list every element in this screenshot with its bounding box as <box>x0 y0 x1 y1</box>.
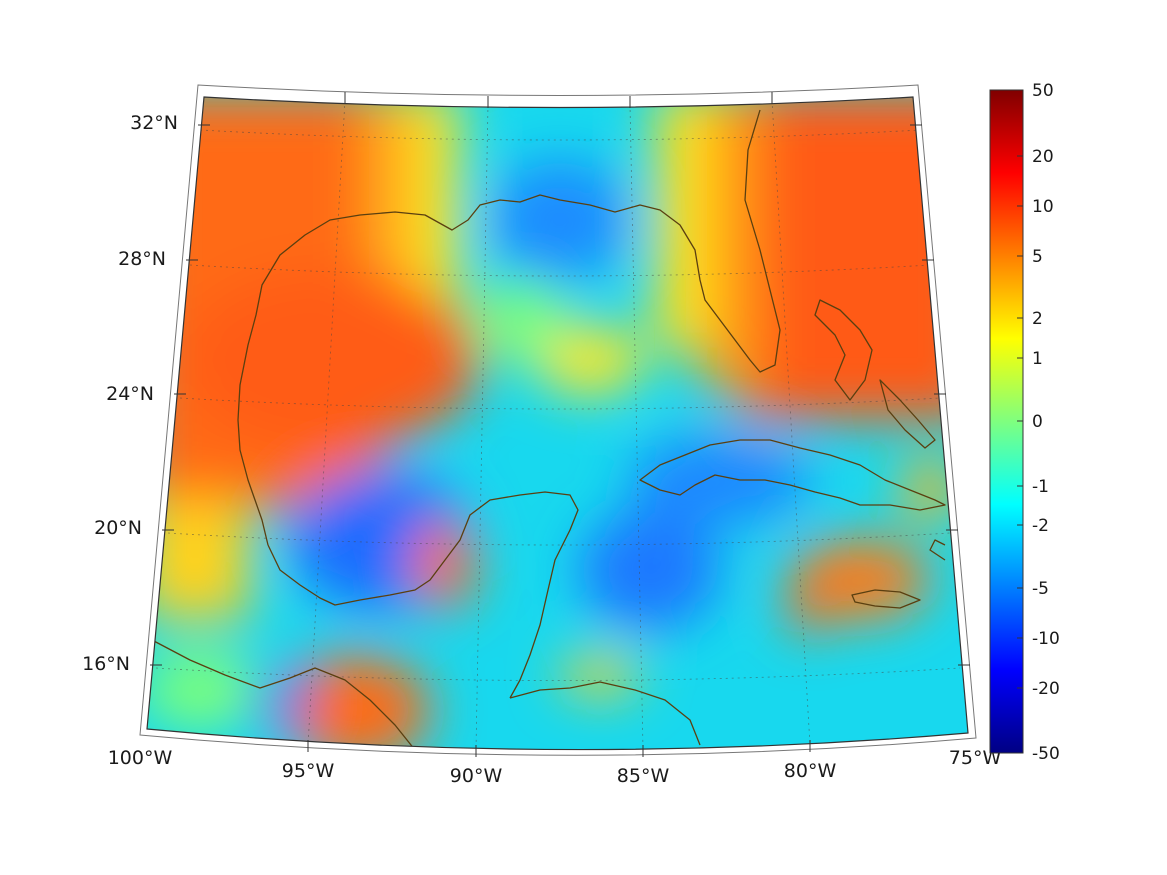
colorbar-tick-label: -2 <box>1032 516 1049 536</box>
map-frame <box>146 96 969 751</box>
lat-label-16: 16°N <box>82 653 130 675</box>
colorbar-tick-label: -5 <box>1032 579 1049 599</box>
lon-label-75: 75°W <box>949 747 1002 769</box>
frame-ticks <box>150 92 970 757</box>
lat-label-24: 24°N <box>106 383 154 405</box>
data-field <box>147 97 968 750</box>
colorbar-tick-label: 1 <box>1032 349 1043 369</box>
colorbar-tick-label: -1 <box>1032 477 1049 497</box>
lat-label-32: 32°N <box>130 112 178 134</box>
lon-label-85: 85°W <box>617 765 670 787</box>
colorbar-tick-label: -50 <box>1032 744 1060 764</box>
colorbar-ticks <box>1017 155 1023 689</box>
colorbar-tick-label: 10 <box>1032 197 1054 217</box>
colorbar-tick-label: -20 <box>1032 679 1060 699</box>
lat-label-28: 28°N <box>118 248 166 270</box>
map-outer-frame <box>139 84 977 756</box>
lat-label-20: 20°N <box>94 517 142 539</box>
colorbar-tick-label: 0 <box>1032 412 1043 432</box>
colorbar-tick-label: 50 <box>1032 81 1054 101</box>
lon-label-95: 95°W <box>282 760 335 782</box>
lon-label-100: 100°W <box>108 747 173 769</box>
colorbar-tick-label: 20 <box>1032 147 1054 167</box>
graticule <box>155 99 961 750</box>
colorbar-tick-label: 2 <box>1032 309 1043 329</box>
coastline <box>151 109 946 750</box>
colorbar-tick-label: 5 <box>1032 247 1043 267</box>
lon-label-80: 80°W <box>784 760 837 782</box>
lon-label-90: 90°W <box>450 765 503 787</box>
colorbar-tick-label: -10 <box>1032 629 1060 649</box>
